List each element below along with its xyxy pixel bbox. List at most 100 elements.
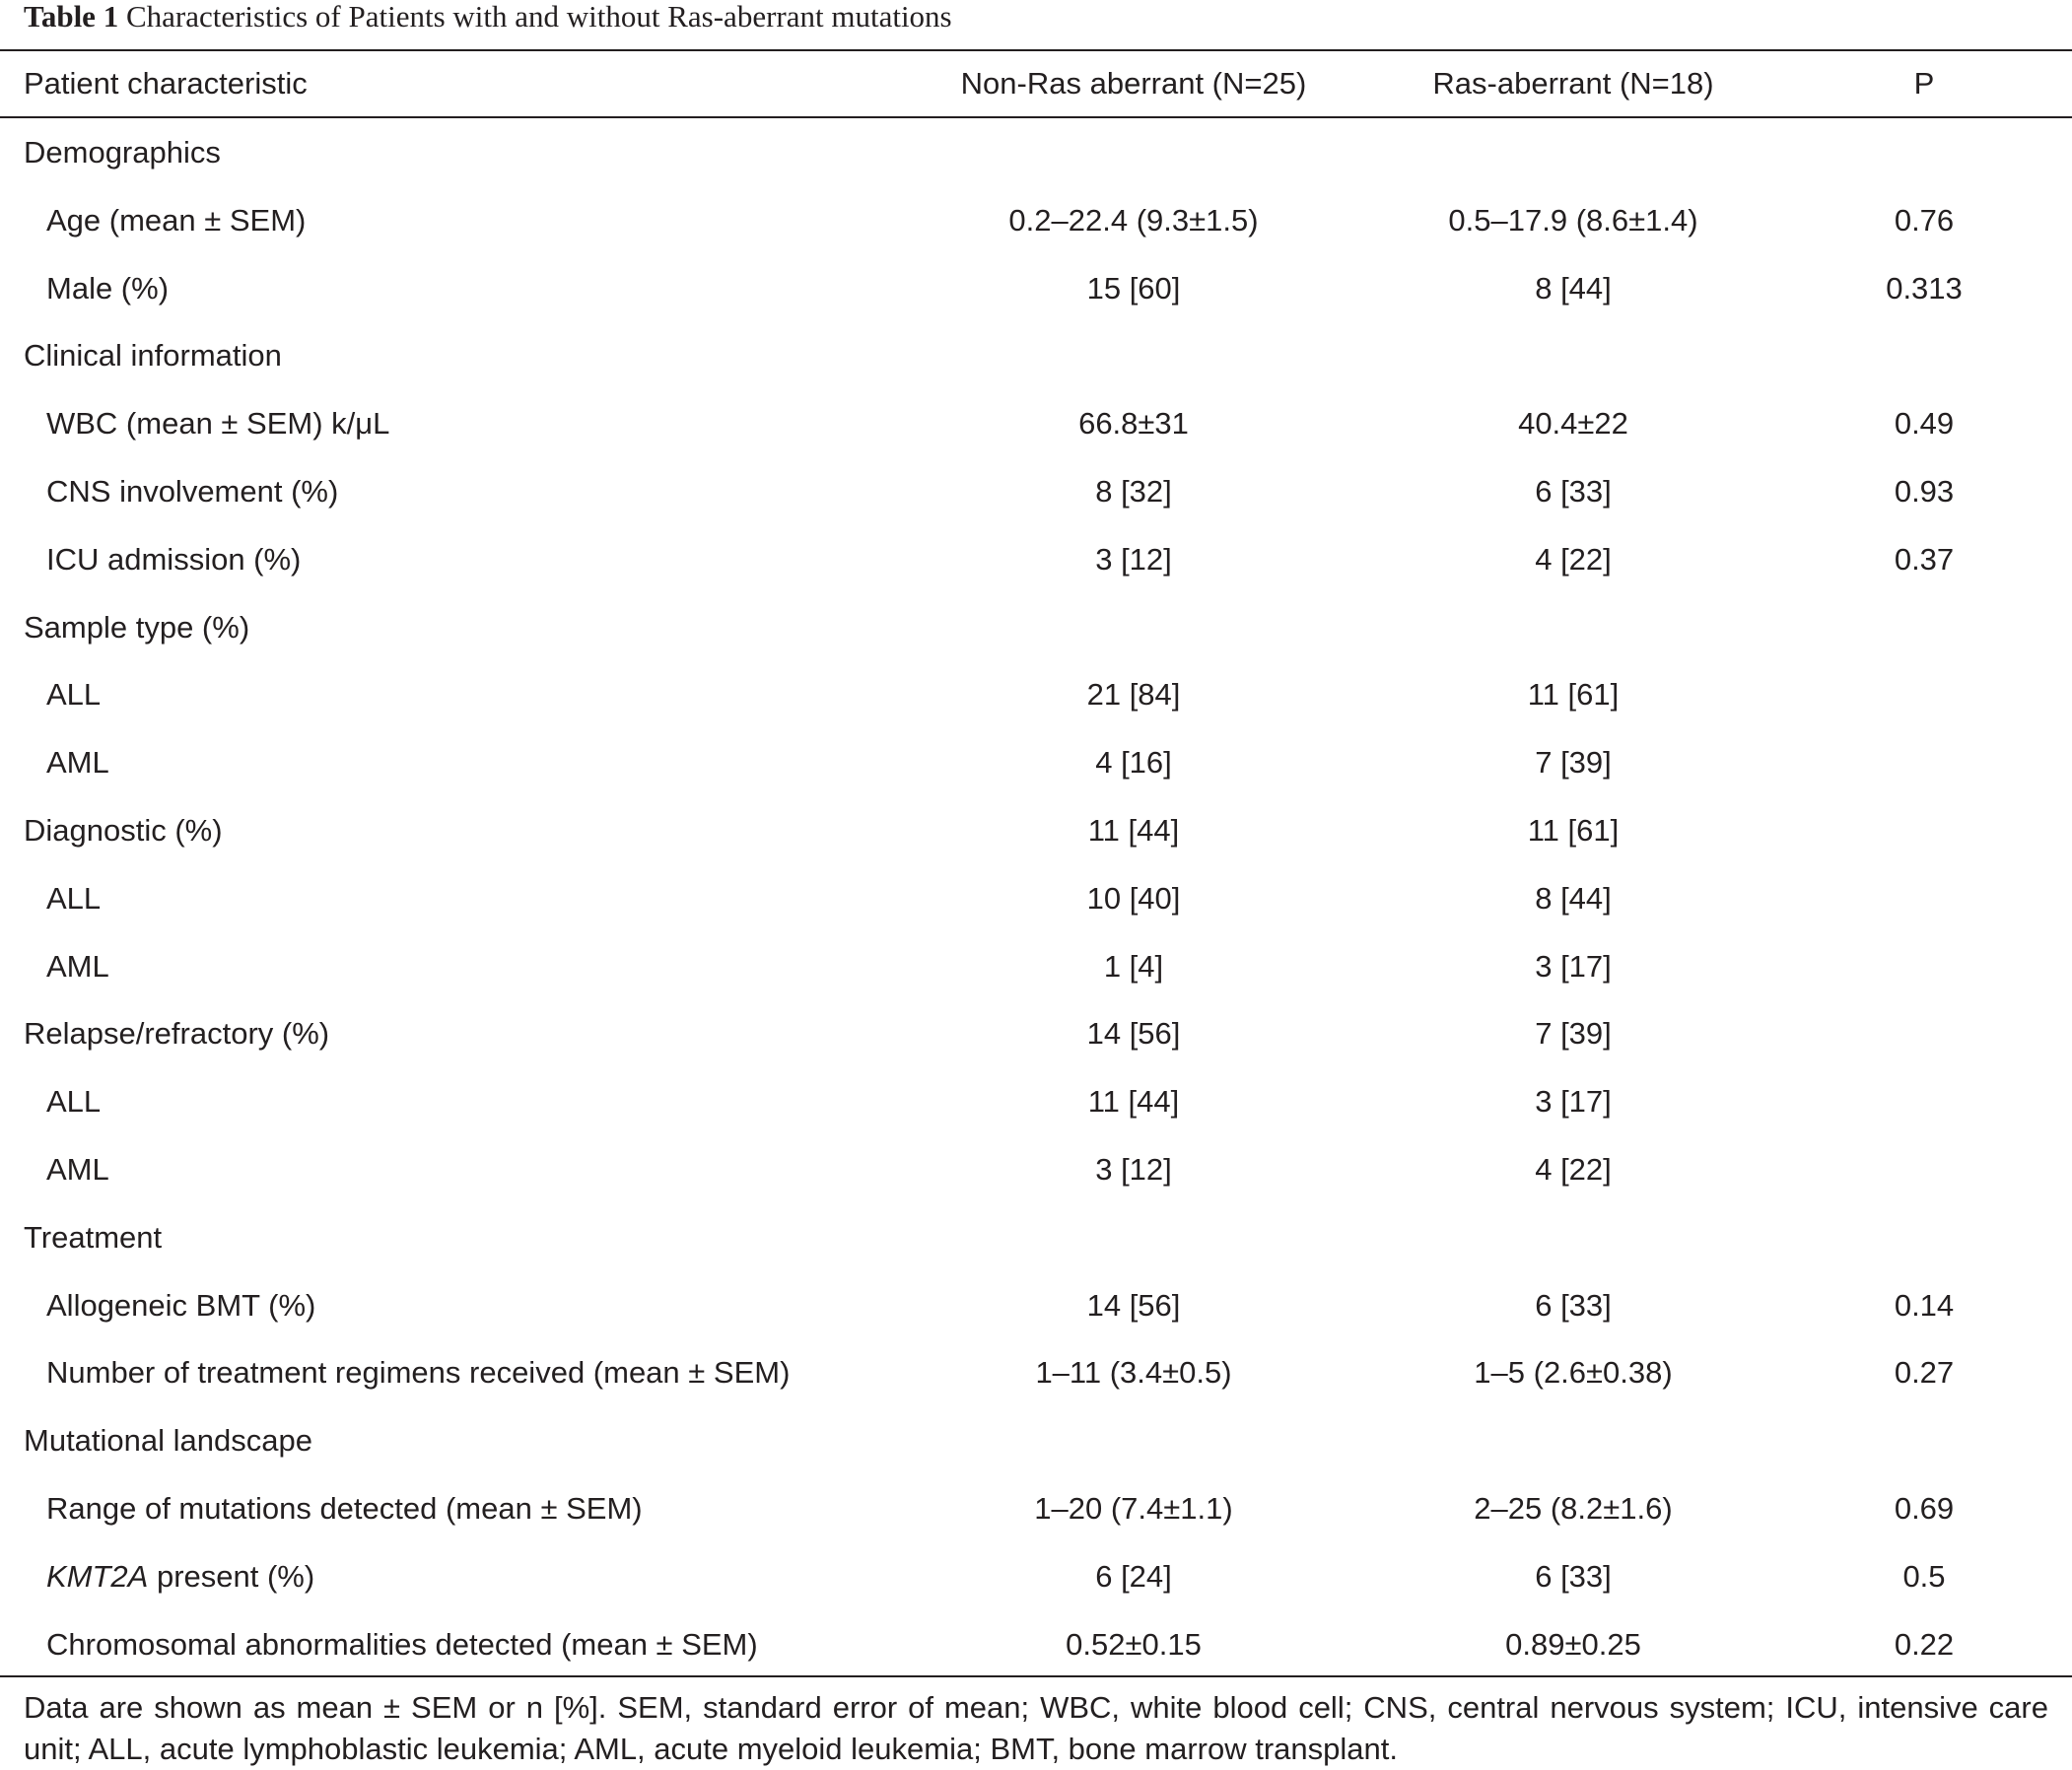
p-value: 0.5 [1902, 1558, 1946, 1594]
table-row: Clinical information [0, 321, 2072, 389]
table-row: AML 3 [12] 4 [22] [0, 1135, 2072, 1203]
row-label: Demographics [24, 135, 221, 170]
ras-value: 0.89±0.25 [1505, 1626, 1641, 1662]
table-row: AML 4 [16] 7 [39] [0, 728, 2072, 796]
row-label: Mutational landscape [24, 1423, 312, 1459]
p-value [1826, 1135, 2023, 1203]
non-ras-value: 14 [56] [1086, 1287, 1181, 1323]
table-caption-label: Table 1 [24, 0, 119, 34]
ras-value: 6 [33] [1535, 474, 1612, 509]
row-label: AML [46, 948, 109, 984]
table-footnote: Data are shown as mean ± SEM or n [%]. S… [24, 1690, 2048, 1766]
row-label: ALL [46, 880, 102, 916]
ras-value: 1–5 (2.6±0.38) [1474, 1355, 1673, 1391]
ras-value: 6 [33] [1535, 1558, 1612, 1594]
non-ras-value: 6 [24] [1095, 1558, 1172, 1594]
p-value [1826, 864, 2023, 932]
row-label: ICU admission (%) [46, 541, 302, 577]
p-value [1826, 1067, 2023, 1135]
p-value: 0.37 [1894, 541, 1955, 577]
table-row: ALL 21 [84] 11 [61] [0, 660, 2072, 728]
ras-value: 40.4±22 [1518, 406, 1628, 442]
ras-value: 0.5–17.9 (8.6±1.4) [1448, 202, 1698, 238]
row-label: Sample type (%) [24, 609, 250, 645]
table-row: Relapse/refractory (%) 14 [56] 7 [39] [0, 999, 2072, 1067]
table-row: CNS involvement (%) 8 [32] 6 [33] 0.93 [0, 457, 2072, 525]
p-value: 0.14 [1894, 1287, 1955, 1323]
table-row: Mutational landscape [0, 1406, 2072, 1474]
p-value [1826, 999, 2023, 1067]
p-value [1826, 728, 2023, 796]
non-ras-value: 14 [56] [1086, 1016, 1181, 1052]
p-value [1826, 321, 2023, 389]
ras-value: 2–25 (8.2±1.6) [1474, 1491, 1673, 1526]
p-value [1826, 1203, 2023, 1271]
row-label: Number of treatment regimens received (m… [46, 1355, 791, 1391]
non-ras-value: 15 [60] [1086, 270, 1181, 306]
table-row: Number of treatment regimens received (m… [0, 1338, 2072, 1406]
p-value: 0.49 [1894, 406, 1955, 442]
row-label: Male (%) [46, 270, 170, 306]
row-label: CNS involvement (%) [46, 474, 339, 509]
p-value: 0.27 [1894, 1355, 1955, 1391]
ras-value: 7 [39] [1535, 745, 1612, 781]
ras-value: 11 [61] [1527, 677, 1620, 713]
non-ras-value: 0.52±0.15 [1066, 1626, 1202, 1662]
non-ras-value: 4 [16] [1095, 745, 1172, 781]
non-ras-value: 1 [4] [1103, 948, 1164, 984]
non-ras-value [887, 1203, 1380, 1271]
ras-value: 3 [17] [1535, 948, 1612, 984]
table-row: Age (mean ± SEM) 0.2–22.4 (9.3±1.5) 0.5–17… [0, 186, 2072, 254]
row-label-italic: KMT2A [46, 1558, 149, 1594]
non-ras-value: 8 [32] [1095, 474, 1172, 509]
header-p: P [1913, 66, 1935, 101]
table-bottom-rule [0, 1675, 2072, 1677]
p-value: 0.22 [1894, 1626, 1955, 1662]
non-ras-value: 10 [40] [1086, 880, 1181, 916]
ras-value [1327, 321, 1820, 389]
header-non-ras: Non-Ras aberrant (N=25) [960, 66, 1307, 101]
p-value: 0.69 [1894, 1491, 1955, 1526]
non-ras-value: 3 [12] [1095, 541, 1172, 577]
row-label: Relapse/refractory (%) [24, 1016, 330, 1052]
ras-value: 8 [44] [1535, 270, 1612, 306]
non-ras-value: 1–11 (3.4±0.5) [1035, 1355, 1232, 1391]
row-label: WBC (mean ± SEM) k/μL [46, 406, 390, 442]
non-ras-value [887, 593, 1380, 661]
non-ras-value [887, 1406, 1380, 1474]
p-value [1826, 118, 2023, 186]
table-row: Demographics [0, 118, 2072, 186]
p-value [1826, 796, 2023, 864]
row-label: Allogeneic BMT (%) [46, 1287, 316, 1323]
row-label: Age (mean ± SEM) [46, 202, 307, 238]
p-value: 0.76 [1894, 202, 1955, 238]
non-ras-value [887, 118, 1380, 186]
non-ras-value: 3 [12] [1095, 1152, 1172, 1187]
non-ras-value: 11 [44] [1087, 1084, 1180, 1120]
ras-value [1327, 593, 1820, 661]
p-value: 0.313 [1886, 270, 1963, 306]
p-value [1826, 660, 2023, 728]
p-value: 0.93 [1894, 474, 1955, 509]
row-label: Range of mutations detected (mean ± SEM) [46, 1491, 643, 1526]
non-ras-value: 0.2–22.4 (9.3±1.5) [1008, 202, 1259, 238]
header-patient-characteristic: Patient characteristic [24, 66, 308, 101]
p-value [1826, 593, 2023, 661]
row-label: Treatment [24, 1219, 163, 1255]
table-row: Allogeneic BMT (%) 14 [56] 6 [33] 0.14 [0, 1271, 2072, 1339]
non-ras-value: 21 [84] [1086, 677, 1181, 713]
table-top-rule [0, 49, 2072, 51]
table-row: Treatment [0, 1203, 2072, 1271]
row-label: ALL [46, 1084, 102, 1120]
table-row: Sample type (%) [0, 593, 2072, 661]
table-row: ALL 10 [40] 8 [44] [0, 864, 2072, 932]
row-label: KMT2A present (%) [46, 1542, 314, 1610]
table-caption: Table 1 Characteristics of Patients with… [24, 0, 952, 34]
table-row: Diagnostic (%) 11 [44] 11 [61] [0, 796, 2072, 864]
non-ras-value: 1–20 (7.4±1.1) [1034, 1491, 1233, 1526]
ras-value [1327, 1406, 1820, 1474]
non-ras-value: 66.8±31 [1078, 406, 1189, 442]
row-label: AML [46, 1152, 109, 1187]
header-ras: Ras-aberrant (N=18) [1432, 66, 1714, 101]
